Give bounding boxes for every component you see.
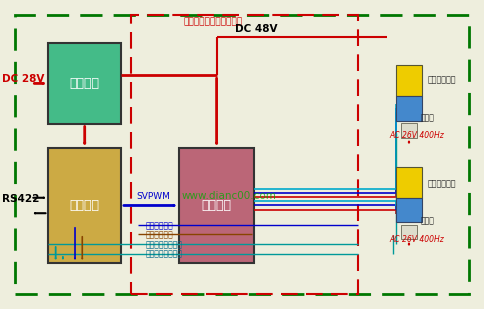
- Text: 电流采集反馈: 电流采集反馈: [145, 221, 173, 230]
- Text: 电源模块: 电源模块: [70, 77, 100, 90]
- Text: RS422: RS422: [2, 194, 40, 204]
- Bar: [396, 167, 422, 198]
- Text: www.dianc00.com: www.dianc00.com: [182, 191, 276, 201]
- Text: 方位位置和角速度: 方位位置和角速度: [145, 240, 182, 250]
- Text: 直流无刷电机驱动控制器: 直流无刷电机驱动控制器: [183, 17, 242, 26]
- Bar: [396, 198, 422, 222]
- Text: 控制模块: 控制模块: [70, 199, 100, 212]
- Bar: [401, 225, 417, 239]
- Bar: [179, 148, 254, 263]
- Bar: [48, 43, 121, 124]
- Text: 直流无刷电机: 直流无刷电机: [427, 76, 456, 85]
- Text: 故障信息反馈: 故障信息反馈: [145, 230, 173, 239]
- Text: 直流无刷电机: 直流无刷电机: [427, 179, 456, 188]
- Text: AC 26V 400Hz: AC 26V 400Hz: [390, 235, 444, 244]
- Text: 俧仰位置和角速度: 俧仰位置和角速度: [145, 250, 182, 259]
- Text: SVPWM: SVPWM: [136, 192, 170, 201]
- Bar: [407, 72, 411, 83]
- Bar: [131, 15, 358, 294]
- Bar: [396, 65, 422, 96]
- Text: 驱动模块: 驱动模块: [202, 199, 231, 212]
- Bar: [407, 174, 411, 185]
- Bar: [401, 123, 417, 138]
- Text: 传感器: 传感器: [421, 113, 435, 122]
- Text: DC 48V: DC 48V: [235, 24, 277, 34]
- Bar: [396, 96, 422, 121]
- Text: AC 26V 400Hz: AC 26V 400Hz: [390, 131, 444, 141]
- Text: DC 28V: DC 28V: [2, 74, 45, 84]
- Text: 传感器: 传感器: [421, 216, 435, 226]
- Bar: [48, 148, 121, 263]
